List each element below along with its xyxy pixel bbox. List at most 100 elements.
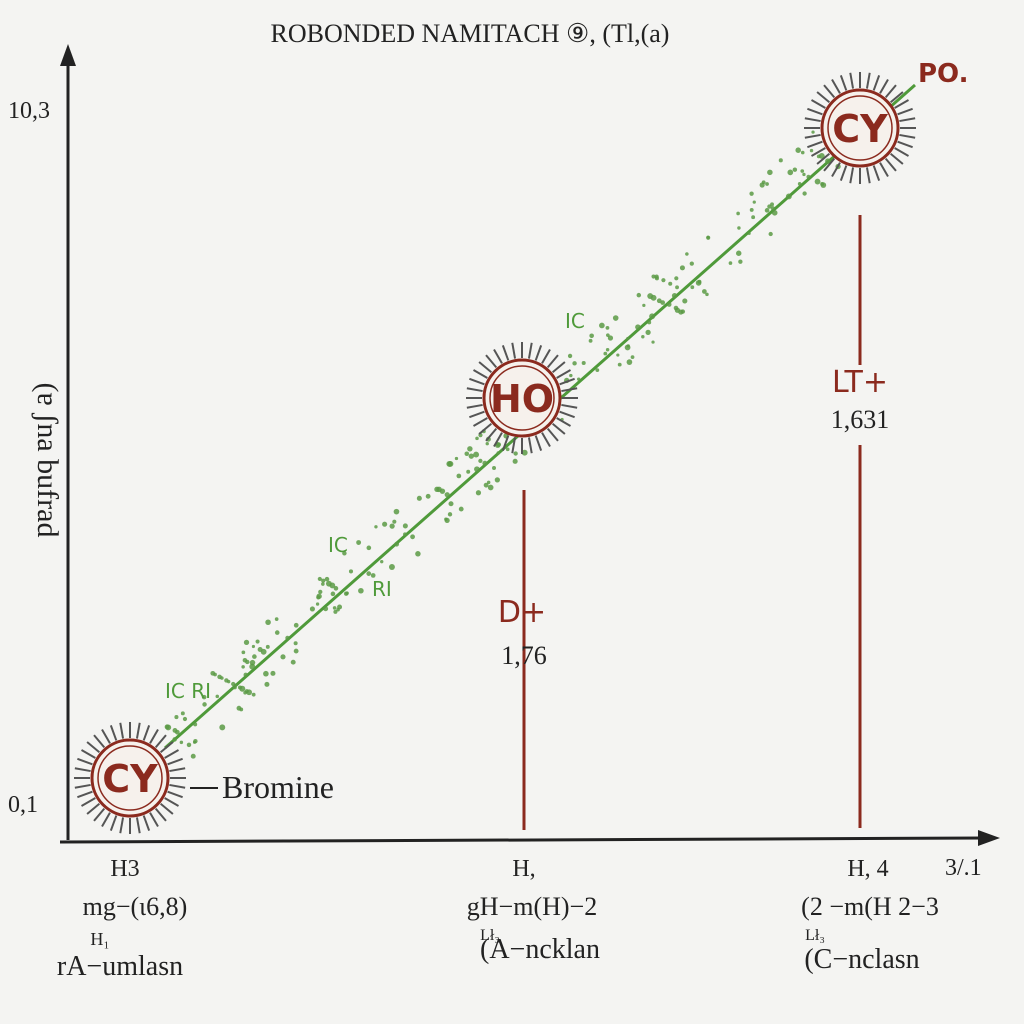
- dot: [695, 280, 702, 286]
- node-ray: [527, 437, 533, 454]
- node-ray: [811, 99, 826, 109]
- node-ray: [561, 387, 578, 393]
- dot: [814, 178, 821, 185]
- node-ray: [119, 722, 125, 739]
- dot: [348, 569, 354, 574]
- node-ray: [93, 734, 106, 749]
- dot: [263, 670, 269, 677]
- dot: [274, 617, 279, 621]
- y-arrow: [60, 44, 76, 66]
- dot: [333, 586, 339, 591]
- marker-value: 1,631: [831, 405, 890, 434]
- dot: [567, 353, 573, 359]
- dot: [747, 231, 751, 235]
- dot: [636, 292, 642, 298]
- dot: [649, 313, 656, 320]
- dot: [358, 587, 364, 594]
- dot: [186, 742, 192, 748]
- dot: [797, 182, 802, 186]
- column-line: mg−(ɩ6,8): [83, 892, 188, 921]
- dot: [468, 453, 474, 459]
- dot: [226, 679, 231, 684]
- dot: [293, 641, 298, 646]
- column-line: rA−umlasn: [57, 951, 183, 982]
- node-ray: [816, 91, 831, 104]
- node-ray: [865, 72, 871, 89]
- dot: [475, 436, 479, 441]
- dot: [792, 167, 798, 172]
- node-ray: [74, 783, 91, 789]
- dot: [345, 591, 349, 595]
- dot: [736, 211, 740, 216]
- node-ray: [81, 749, 96, 759]
- dot: [651, 274, 656, 279]
- dot: [736, 250, 742, 256]
- dot: [293, 648, 299, 654]
- node-ray: [469, 377, 485, 386]
- node-ray: [879, 162, 889, 177]
- dot: [624, 344, 631, 351]
- node-ray: [154, 807, 167, 822]
- node-ray: [556, 369, 571, 379]
- dot: [569, 373, 573, 378]
- dot: [800, 169, 805, 173]
- dot: [492, 466, 496, 470]
- node-ray: [493, 349, 503, 364]
- node-ray: [889, 91, 904, 104]
- dot: [370, 573, 376, 578]
- dot: [616, 353, 620, 357]
- dot: [321, 582, 325, 586]
- dot: [245, 659, 250, 665]
- node-ray: [804, 117, 821, 123]
- dot: [202, 702, 207, 707]
- dot: [255, 639, 260, 644]
- node-ray: [541, 349, 551, 364]
- dot: [174, 729, 180, 735]
- dot: [589, 333, 594, 339]
- dot: [179, 740, 184, 745]
- column-line: (A−ncklan: [480, 934, 600, 965]
- dot: [220, 676, 224, 680]
- dot: [512, 458, 518, 464]
- node-ray: [816, 152, 831, 165]
- dot: [661, 278, 666, 283]
- dot: [787, 169, 794, 176]
- node-ray: [551, 361, 566, 374]
- dot: [705, 292, 709, 297]
- dot: [473, 451, 480, 458]
- dot: [318, 589, 323, 594]
- node-ray: [831, 79, 841, 94]
- dot: [182, 716, 188, 722]
- column-line: Lł₃: [805, 927, 825, 944]
- node-ray: [527, 342, 533, 359]
- dot: [239, 685, 246, 692]
- node-ray: [884, 157, 897, 172]
- dot: [496, 442, 502, 447]
- dot: [332, 606, 337, 610]
- node-ray: [551, 422, 566, 435]
- node-ray: [119, 817, 125, 834]
- node-ray: [77, 757, 93, 766]
- dot: [482, 460, 488, 466]
- dot: [393, 508, 400, 515]
- node-ray: [899, 117, 916, 123]
- dot: [802, 172, 806, 177]
- node-ray: [159, 802, 174, 815]
- dot: [444, 517, 450, 524]
- dot: [192, 740, 197, 744]
- dot: [811, 130, 815, 134]
- dot: [577, 377, 581, 381]
- dot: [394, 541, 400, 547]
- dot: [785, 193, 792, 200]
- dot: [485, 442, 489, 446]
- node-ray: [561, 403, 578, 409]
- dot: [316, 595, 321, 600]
- dot: [415, 551, 421, 557]
- dot: [675, 285, 679, 290]
- dot: [180, 711, 185, 716]
- marker-label: LT+: [832, 365, 888, 400]
- dot: [674, 276, 679, 281]
- node-circle: [482, 358, 562, 438]
- node-ray: [478, 361, 493, 374]
- dot: [678, 309, 684, 315]
